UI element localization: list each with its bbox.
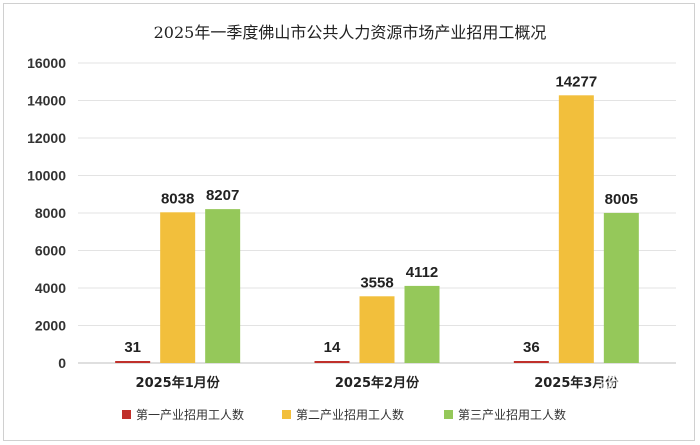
y-axis-ticks: 0 2000 4000 6000 8000 10000 12000 14000 16000 <box>27 55 66 371</box>
bar-2 <box>359 296 395 363</box>
data-label: 8207 <box>206 187 239 204</box>
data-label: 3558 <box>360 274 393 291</box>
y-tick-label: 10000 <box>27 168 66 184</box>
bars <box>115 95 639 364</box>
bar-3 <box>603 212 639 363</box>
data-label: 36 <box>523 339 540 356</box>
legend-label: 第一产业招用工人数 <box>136 407 244 422</box>
legend-swatch <box>444 410 453 419</box>
legend-label: 第三产业招用工人数 <box>458 407 566 422</box>
y-tick-label: 6000 <box>35 243 66 259</box>
x-axis-categories: 2025年1月份 2025年2月份 2025年3月份 <box>136 375 620 391</box>
y-tick-label: 0 <box>58 355 66 371</box>
bar-1 <box>314 361 350 363</box>
y-tick-label: 12000 <box>27 130 66 146</box>
x-category-label: 2025年3月份 <box>534 375 619 391</box>
y-tick-label: 2000 <box>35 318 66 334</box>
bar-2 <box>160 212 196 363</box>
legend-swatch <box>122 410 131 419</box>
chart-title: 2025年一季度佛山市公共人力资源市场产业招用工概况 <box>154 23 547 42</box>
x-category-label: 2025年1月份 <box>136 375 221 391</box>
legend: 第一产业招用工人数 第二产业招用工人数 第三产业招用工人数 <box>122 407 566 422</box>
bar-chart: 2025年一季度佛山市公共人力资源市场产业招用工概况 0 2000 4000 6000… <box>27 23 676 422</box>
bar-2 <box>558 95 594 364</box>
bar-1 <box>115 361 151 363</box>
data-label: 4112 <box>406 264 439 281</box>
data-label: 8038 <box>161 190 194 207</box>
legend-swatch <box>282 410 291 419</box>
watermark-logo: 南方 <box>594 368 645 402</box>
data-label: 14277 <box>555 73 597 90</box>
bar-3 <box>404 285 440 363</box>
data-labels: 31 8038 8207 14 3558 4112 36 14277 8005 <box>124 73 638 356</box>
y-tick-label: 8000 <box>35 205 66 221</box>
y-tick-label: 4000 <box>35 280 66 296</box>
y-tick-label: 14000 <box>27 93 66 109</box>
data-label: 8005 <box>605 191 638 208</box>
legend-label: 第二产业招用工人数 <box>296 407 404 422</box>
y-tick-label: 16000 <box>27 55 66 71</box>
x-category-label: 2025年2月份 <box>335 375 420 391</box>
bar-1 <box>513 361 549 363</box>
data-label: 14 <box>324 339 341 356</box>
chart-frame: 2025年一季度佛山市公共人力资源市场产业招用工概况 0 2000 4000 6000… <box>3 3 695 441</box>
data-label: 31 <box>124 339 141 356</box>
bar-3 <box>205 209 241 363</box>
